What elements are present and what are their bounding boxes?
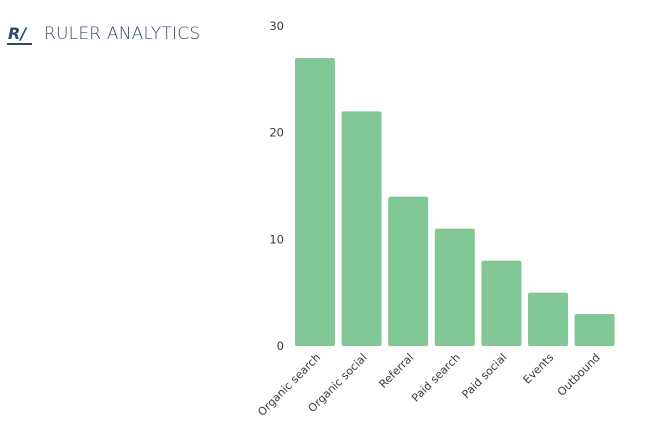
x-tick-label: Paid social (459, 351, 509, 401)
x-tick-label: Outbound (555, 351, 603, 399)
ruler-logo-icon: R/ (7, 24, 32, 45)
brand-logo: R/ RULER ANALYTICS (6, 20, 200, 48)
brand-mark-text: R/ (8, 24, 27, 43)
x-tick-label: Events (521, 351, 557, 387)
bar-paid-search[interactable] (434, 228, 475, 346)
bar-paid-social[interactable] (481, 260, 522, 346)
bar-outbound[interactable] (574, 314, 615, 346)
y-tick-label: 0 (277, 339, 284, 353)
brand-name: RULER ANALYTICS (44, 24, 201, 44)
x-tick-label: Referral (377, 351, 417, 391)
bar-referral[interactable] (388, 196, 429, 346)
x-tick-label: Paid search (409, 351, 463, 405)
bar-organic-social[interactable] (341, 111, 382, 346)
bar-events[interactable] (528, 292, 568, 346)
y-tick-label: 30 (269, 19, 284, 33)
bar-organic-search[interactable] (295, 58, 335, 346)
y-tick-label: 20 (269, 126, 284, 140)
y-tick-label: 10 (269, 232, 284, 246)
